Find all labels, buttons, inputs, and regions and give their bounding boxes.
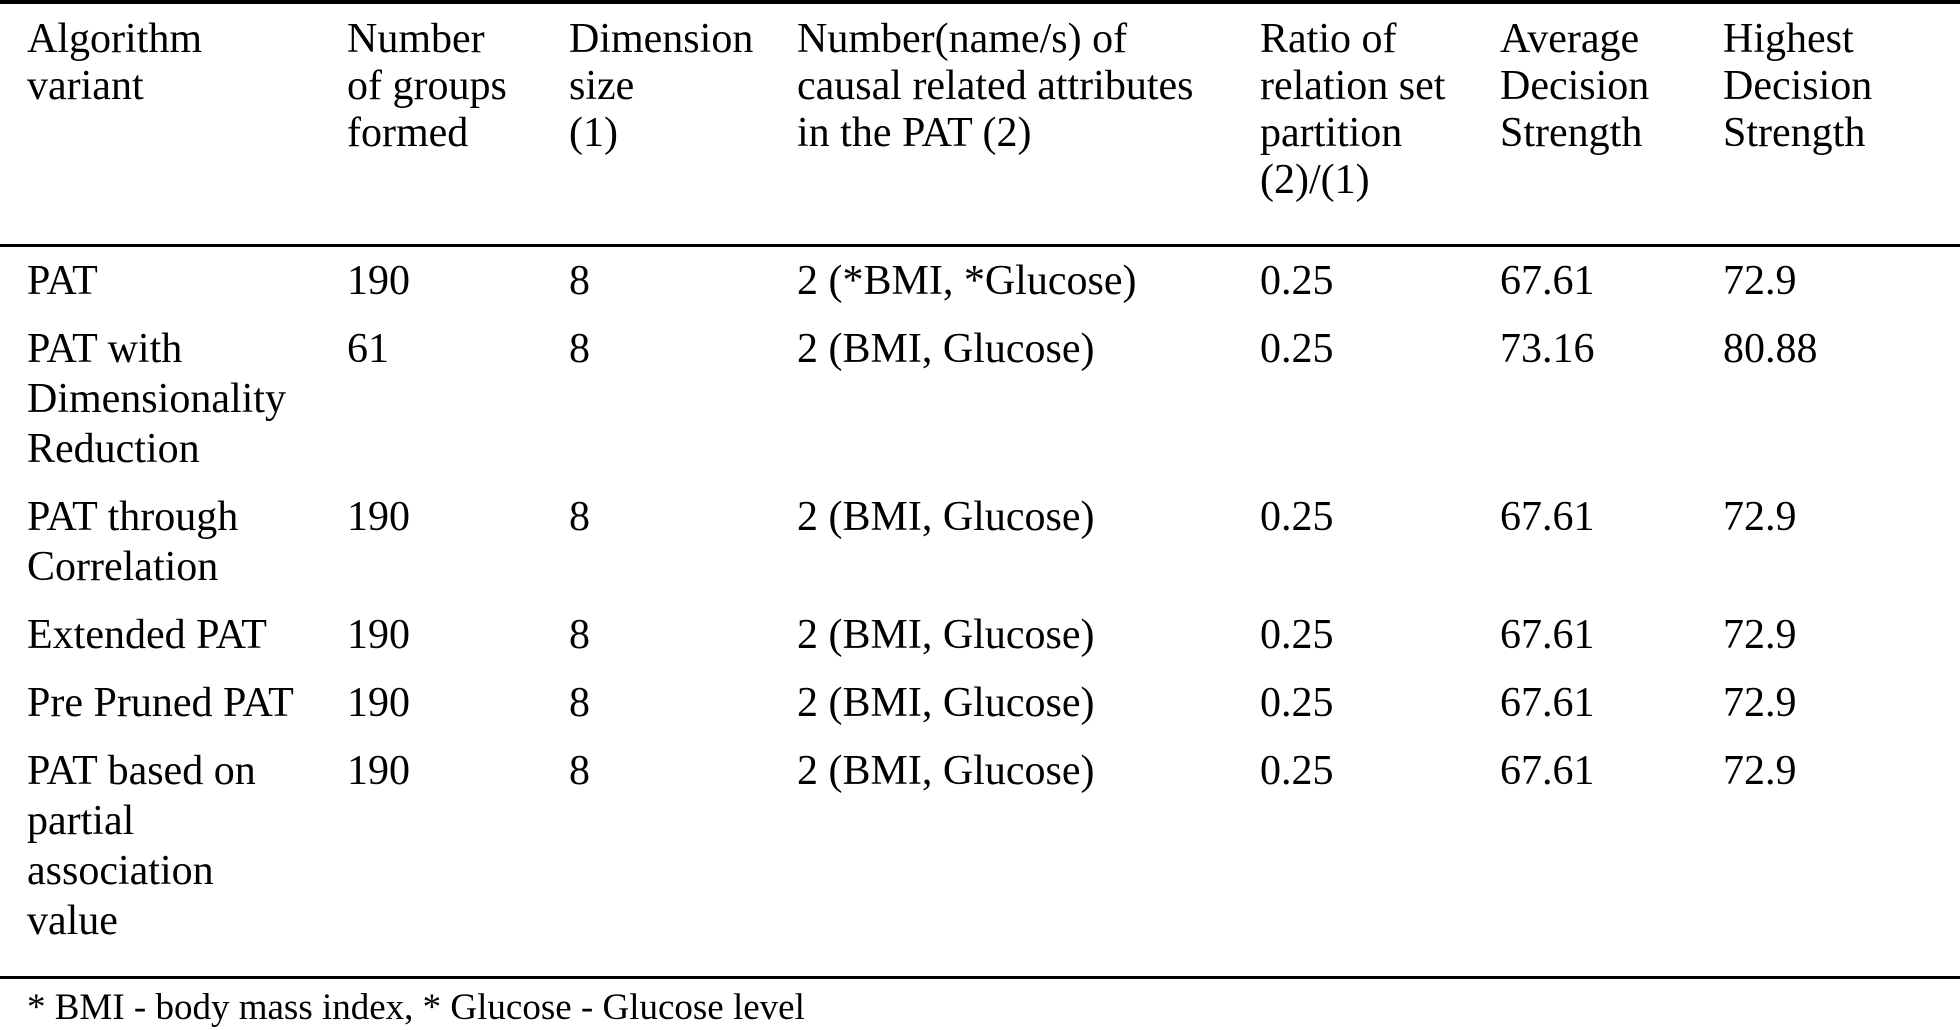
column-header-algorithm-variant: Algorithm variant (0, 2, 347, 247)
column-header-causal-attributes: Number(name/s) of causal related attribu… (797, 2, 1260, 247)
results-table: Algorithm variant Number of groups forme… (0, 0, 1960, 978)
table-cell: 8 (569, 494, 590, 540)
table-row: PAT through Correlation 190 8 2 (BMI, Gluco… (0, 483, 1960, 601)
table-cell: 0.25 (1260, 680, 1334, 726)
table-row: PAT 190 8 2 (*BMI, *Glucose) 0.25 67.61 72.9 (0, 246, 1960, 316)
column-header-ratio-partition: Ratio of relation set partition (2)/(1) (1260, 2, 1500, 247)
table-cell: 8 (569, 258, 590, 304)
table-cell: PAT based on partial association value (27, 748, 256, 944)
column-header-number-of-groups: Number of groups formed (347, 2, 569, 247)
table-cell: 8 (569, 680, 590, 726)
column-header-average-decision-strength: Average Decision Strength (1500, 2, 1723, 247)
table-cell: 190 (347, 258, 410, 304)
table-cell: 0.25 (1260, 612, 1334, 658)
table-cell: 0.25 (1260, 748, 1334, 794)
table-cell: 0.25 (1260, 258, 1334, 304)
table-cell: PAT (27, 258, 98, 304)
table-cell: 2 (BMI, Glucose) (797, 748, 1095, 794)
table-cell: 67.61 (1500, 680, 1595, 726)
column-header-highest-decision-strength: Highest Decision Strength (1723, 2, 1960, 247)
table-cell: 67.61 (1500, 612, 1595, 658)
table-cell: 67.61 (1500, 748, 1595, 794)
table-cell: 0.25 (1260, 494, 1334, 540)
header-row: Algorithm variant Number of groups forme… (0, 2, 1960, 247)
table-cell: 72.9 (1723, 680, 1797, 726)
table-cell: 2 (BMI, Glucose) (797, 612, 1095, 658)
column-header-dimension-size: Dimension size (1) (569, 2, 797, 247)
table-cell: 61 (347, 326, 389, 372)
table-cell: 80.88 (1723, 326, 1818, 372)
table-row: PAT with Dimensionality Reduction 61 8 2 (B… (0, 315, 1960, 483)
table-cell: 72.9 (1723, 612, 1797, 658)
table-cell: 72.9 (1723, 748, 1797, 794)
table-cell: 67.61 (1500, 494, 1595, 540)
table-cell: 67.61 (1500, 258, 1595, 304)
table-cell: 8 (569, 326, 590, 372)
table-cell: 8 (569, 612, 590, 658)
table-cell: 190 (347, 680, 410, 726)
table-row: Pre Pruned PAT 190 8 2 (BMI, Glucose) 0.25 67… (0, 669, 1960, 737)
table-row: PAT based on partial association value 19… (0, 737, 1960, 978)
table-cell: 2 (*BMI, *Glucose) (797, 258, 1137, 304)
table-cell: 190 (347, 612, 410, 658)
table-cell: Extended PAT (27, 612, 267, 658)
table-cell: 72.9 (1723, 494, 1797, 540)
table-row: Extended PAT 190 8 2 (BMI, Glucose) 0.25 67.6… (0, 601, 1960, 669)
table-cell: 72.9 (1723, 258, 1797, 304)
table-cell: PAT through Correlation (27, 494, 239, 590)
table-cell: Pre Pruned PAT (27, 680, 294, 726)
table-footnote: * BMI - body mass index, * Glucose - Glu… (27, 987, 805, 1028)
table-cell: 2 (BMI, Glucose) (797, 680, 1095, 726)
table-cell: 2 (BMI, Glucose) (797, 494, 1095, 540)
table-cell: 2 (BMI, Glucose) (797, 326, 1095, 372)
table-cell: 73.16 (1500, 326, 1595, 372)
table-cell: PAT with Dimensionality Reduction (27, 326, 286, 472)
table-cell: 190 (347, 748, 410, 794)
table-cell: 190 (347, 494, 410, 540)
table-cell: 0.25 (1260, 326, 1334, 372)
table-header: Algorithm variant Number of groups forme… (0, 2, 1960, 247)
table-cell: 8 (569, 748, 590, 794)
table-body: PAT 190 8 2 (*BMI, *Glucose) 0.25 67.61 72.9 PA… (0, 246, 1960, 978)
